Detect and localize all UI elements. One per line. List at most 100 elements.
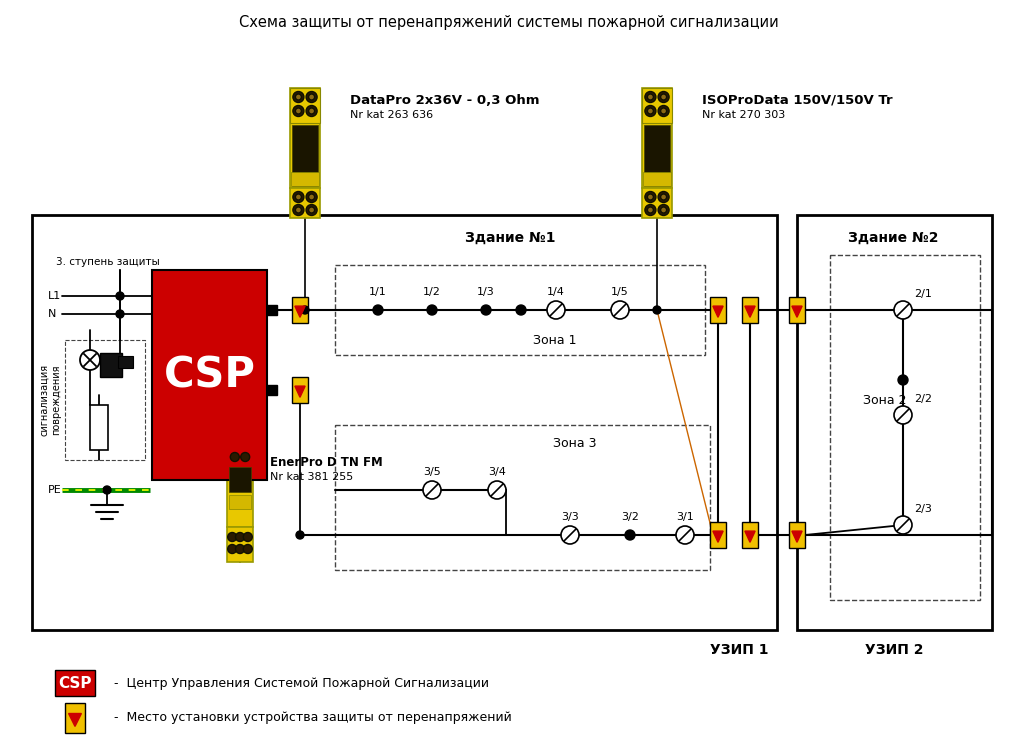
Circle shape: [235, 544, 244, 553]
Bar: [797, 215, 992, 630]
Polygon shape: [713, 306, 723, 317]
Circle shape: [661, 108, 667, 114]
Circle shape: [647, 94, 654, 100]
Circle shape: [625, 530, 635, 540]
Bar: [643, 172, 671, 186]
Circle shape: [644, 92, 656, 102]
Text: 3/4: 3/4: [488, 467, 506, 477]
Bar: [118, 356, 133, 368]
Text: Nr kat 263 636: Nr kat 263 636: [350, 110, 433, 120]
Circle shape: [647, 108, 654, 114]
Bar: [290, 188, 320, 218]
Circle shape: [653, 306, 661, 314]
Bar: [642, 188, 672, 218]
Circle shape: [647, 207, 654, 213]
Circle shape: [611, 301, 629, 319]
Circle shape: [306, 92, 317, 102]
Bar: [229, 495, 251, 509]
Bar: [65, 340, 145, 460]
Circle shape: [308, 194, 315, 200]
Circle shape: [230, 453, 239, 462]
Polygon shape: [295, 306, 305, 317]
Circle shape: [894, 516, 912, 534]
Bar: [152, 270, 267, 480]
Circle shape: [516, 305, 526, 315]
Bar: [65, 703, 84, 733]
Circle shape: [80, 350, 100, 370]
Text: УЗИП 1: УЗИП 1: [710, 643, 769, 657]
Bar: [290, 88, 320, 123]
Circle shape: [644, 105, 656, 117]
Circle shape: [561, 526, 579, 544]
Text: Схема защиты от перенапряжений системы пожарной сигнализации: Схема защиты от перенапряжений системы п…: [239, 14, 779, 29]
Bar: [291, 172, 319, 186]
Text: 3. ступень защиты: 3. ступень защиты: [56, 257, 160, 267]
Circle shape: [373, 305, 383, 315]
Text: DataPro 2x36V - 0,3 Ohm: DataPro 2x36V - 0,3 Ohm: [350, 93, 540, 106]
Circle shape: [644, 191, 656, 203]
Bar: [290, 88, 320, 188]
Bar: [742, 522, 758, 548]
Text: УЗИП 2: УЗИП 2: [865, 643, 923, 657]
Text: Зона 2: Зона 2: [863, 394, 907, 407]
Text: 1/1: 1/1: [370, 287, 387, 297]
Circle shape: [116, 292, 124, 300]
Bar: [32, 215, 777, 630]
Text: -  Место установки устройства защиты от перенапряжений: - Место установки устройства защиты от п…: [110, 712, 512, 724]
Circle shape: [308, 207, 315, 213]
Circle shape: [308, 108, 315, 114]
Circle shape: [644, 205, 656, 215]
Bar: [789, 297, 805, 323]
Text: 2/2: 2/2: [914, 394, 932, 404]
Bar: [227, 447, 253, 527]
Circle shape: [894, 301, 912, 319]
Polygon shape: [792, 306, 802, 317]
Circle shape: [306, 205, 317, 215]
Text: 3/5: 3/5: [423, 467, 441, 477]
Circle shape: [228, 544, 237, 553]
Circle shape: [235, 532, 244, 541]
Bar: [267, 305, 277, 315]
Circle shape: [658, 191, 669, 203]
Text: Зона 3: Зона 3: [553, 437, 597, 450]
Bar: [227, 527, 253, 562]
Bar: [642, 88, 672, 123]
Text: 2/3: 2/3: [914, 504, 931, 514]
Text: 3/3: 3/3: [561, 512, 579, 522]
Bar: [292, 377, 308, 403]
Circle shape: [116, 310, 124, 318]
Circle shape: [427, 305, 437, 315]
Text: 3/1: 3/1: [676, 512, 694, 522]
Text: 3/2: 3/2: [621, 512, 639, 522]
Circle shape: [293, 92, 304, 102]
Circle shape: [293, 205, 304, 215]
Circle shape: [676, 526, 694, 544]
Circle shape: [423, 481, 441, 499]
Text: N: N: [48, 309, 56, 319]
Text: Здание №2: Здание №2: [848, 231, 939, 245]
Text: 2/1: 2/1: [914, 289, 931, 299]
Bar: [335, 425, 710, 570]
Circle shape: [306, 191, 317, 203]
Circle shape: [295, 207, 301, 213]
Text: Nr kat 381 255: Nr kat 381 255: [270, 472, 353, 482]
Polygon shape: [68, 714, 81, 727]
Bar: [292, 297, 308, 323]
Circle shape: [295, 194, 301, 200]
Circle shape: [228, 532, 237, 541]
Bar: [710, 522, 726, 548]
Polygon shape: [295, 386, 305, 398]
Circle shape: [661, 94, 667, 100]
Text: PE: PE: [48, 485, 62, 495]
Text: 1/2: 1/2: [423, 287, 441, 297]
Circle shape: [243, 532, 252, 541]
Circle shape: [301, 306, 309, 314]
Circle shape: [488, 481, 506, 499]
Bar: [55, 670, 95, 696]
Polygon shape: [713, 531, 723, 542]
Text: -  Центр Управления Системой Пожарной Сигнализации: - Центр Управления Системой Пожарной Сиг…: [110, 676, 489, 690]
Bar: [789, 522, 805, 548]
Text: Nr kat 270 303: Nr kat 270 303: [702, 110, 785, 120]
Circle shape: [547, 301, 565, 319]
Text: Зона 1: Зона 1: [533, 334, 577, 346]
